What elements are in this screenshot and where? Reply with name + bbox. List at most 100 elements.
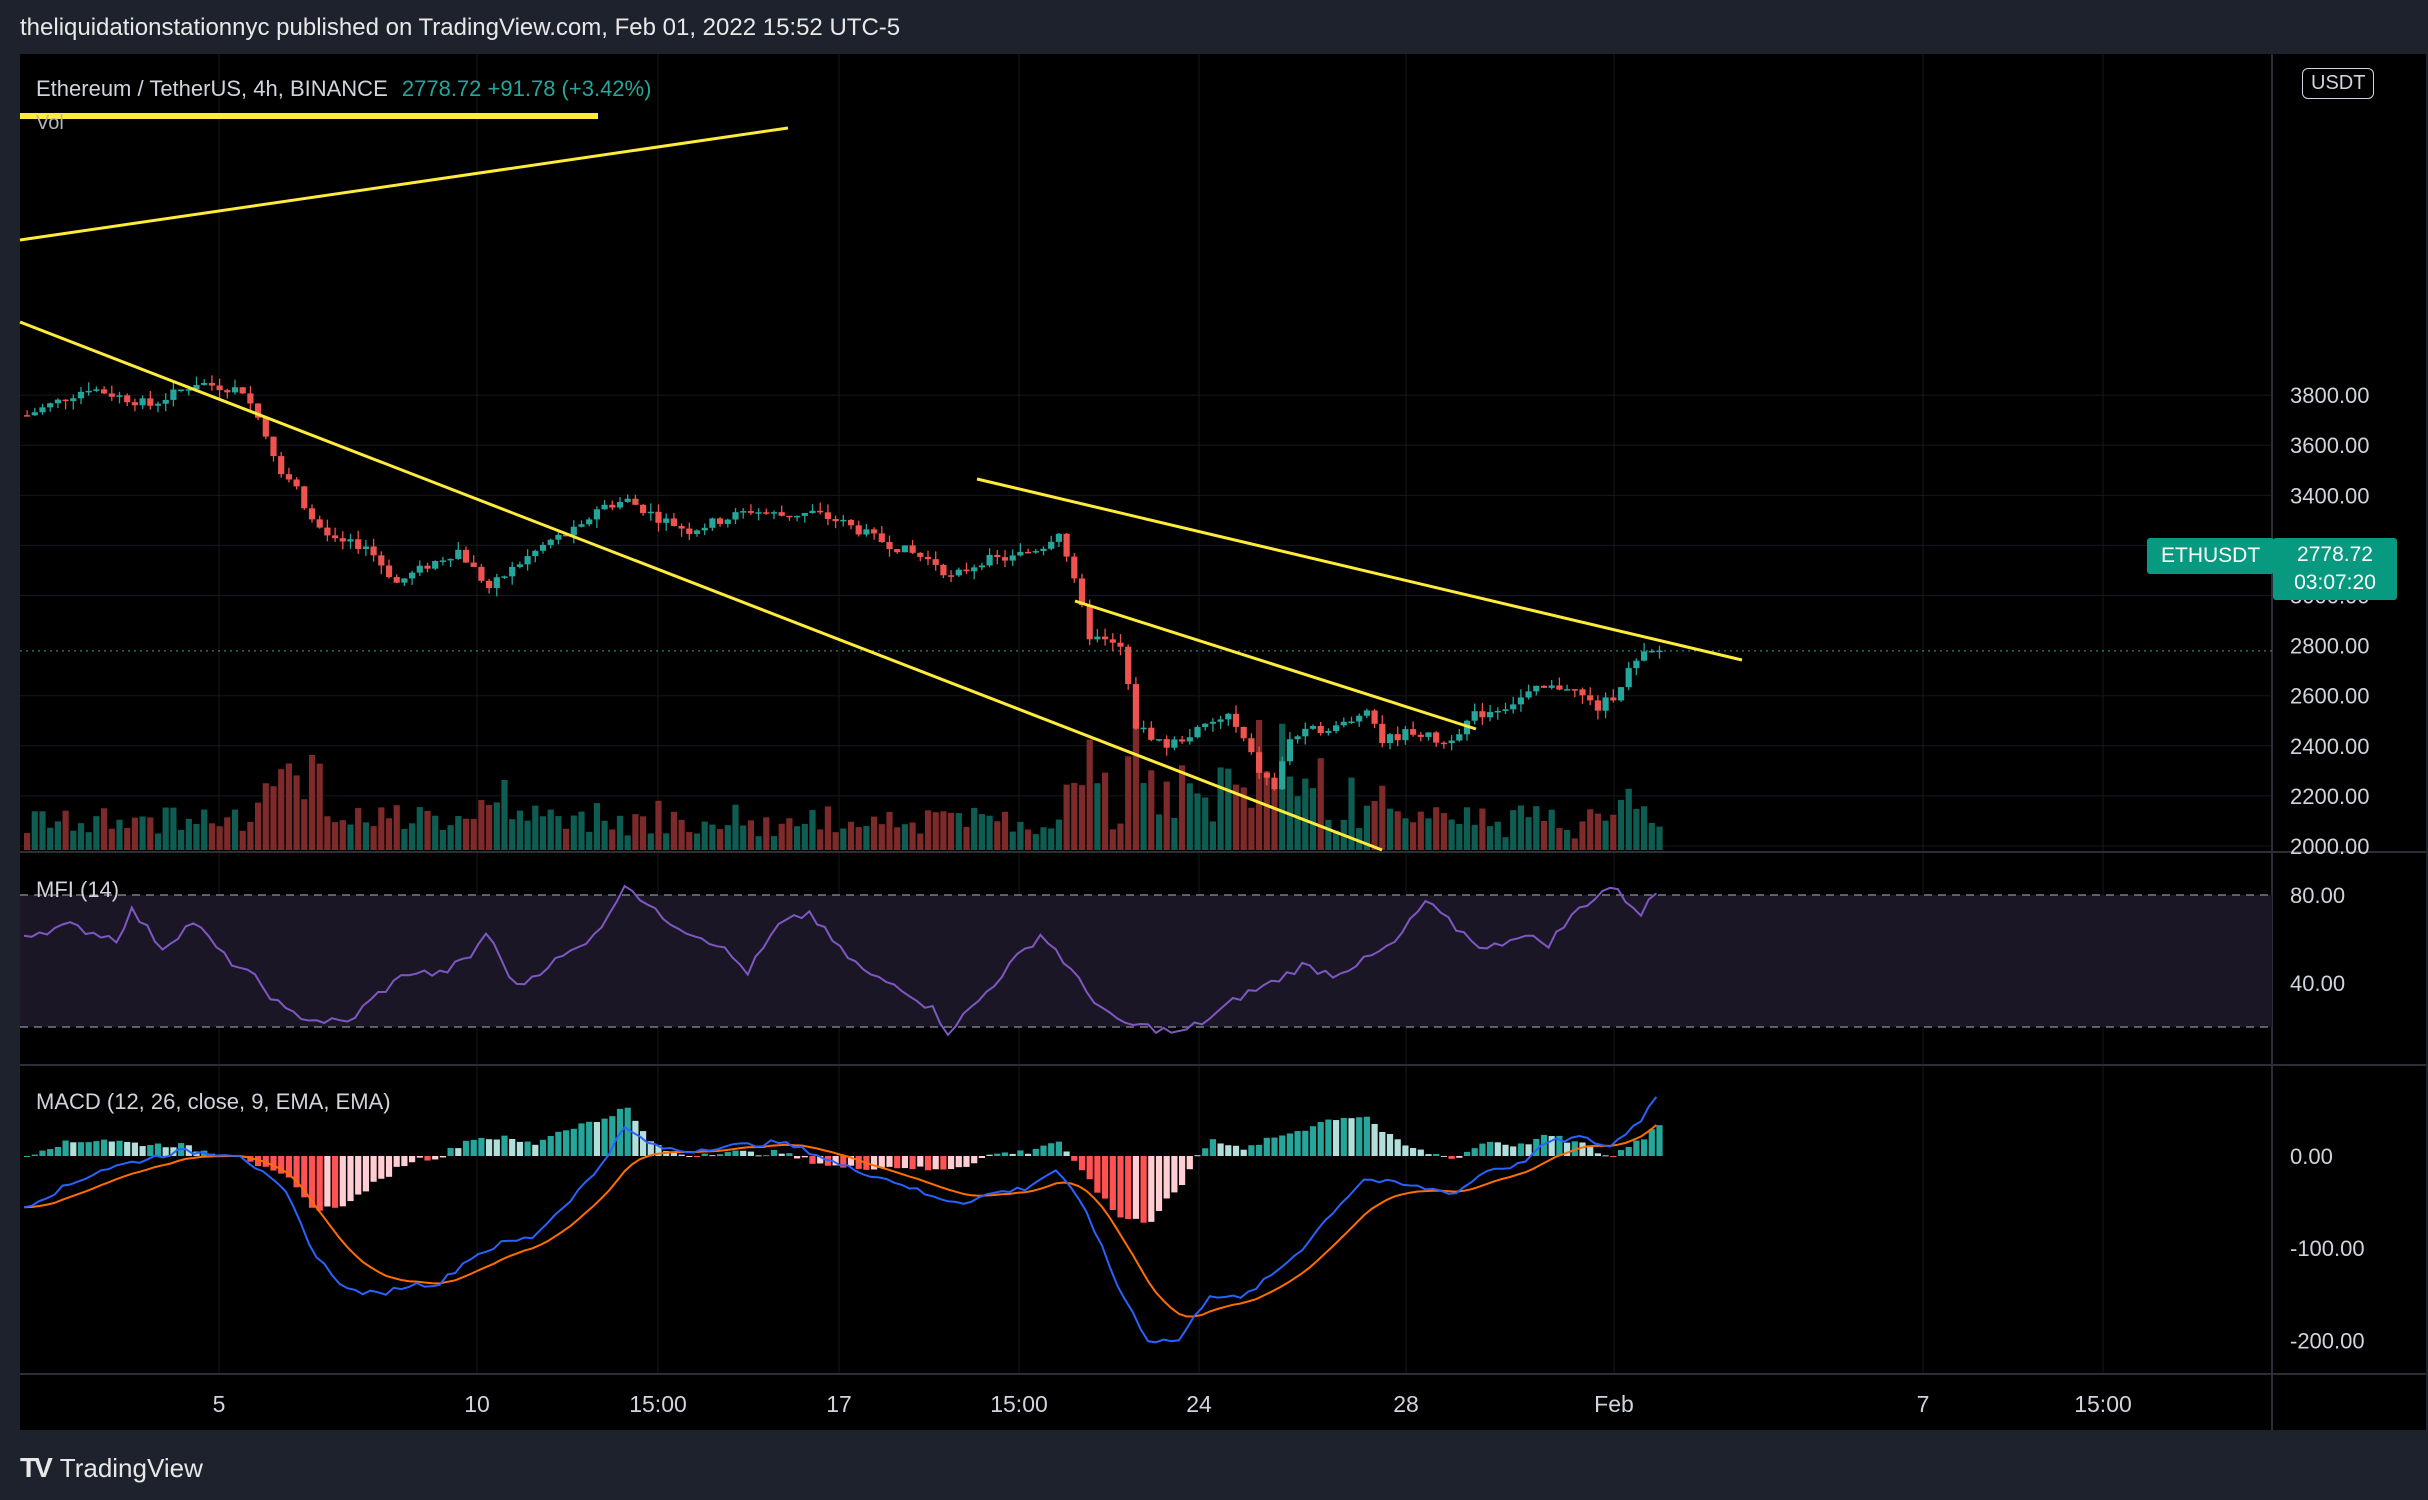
volume-bar [1163, 781, 1170, 850]
candle [339, 538, 346, 542]
candle [308, 508, 316, 520]
macd-histogram-bar [447, 1147, 454, 1156]
volume-bar [1202, 797, 1209, 850]
candle [901, 545, 908, 553]
volume-bar [740, 825, 747, 850]
macd-histogram-bar [732, 1150, 739, 1156]
macd-histogram-bar [963, 1156, 970, 1167]
candle [1340, 721, 1347, 726]
macd-histogram-bar [439, 1156, 446, 1158]
macd-histogram-bar [1610, 1156, 1617, 1157]
candle [624, 498, 631, 502]
candle [555, 534, 562, 540]
macd-histogram-bar [1263, 1137, 1270, 1156]
macd-histogram-bar [1171, 1156, 1178, 1193]
candle [871, 529, 878, 534]
macd-histogram-bar [724, 1152, 731, 1156]
macd-histogram-bar [886, 1156, 893, 1167]
candle [1001, 557, 1009, 561]
chart-area[interactable] [20, 54, 2426, 1430]
volume-bar [239, 830, 246, 850]
mfi-legend[interactable]: MFI (14) [36, 877, 120, 902]
volume-bar [393, 805, 400, 850]
trendline-wedge-resistance [976, 477, 1743, 662]
macd-histogram-bar [832, 1156, 839, 1166]
volume-bar [1540, 820, 1548, 850]
candle [1571, 689, 1578, 691]
volume-bar [1325, 819, 1332, 850]
mfi-plot [23, 884, 1658, 1037]
macd-histogram-bar [786, 1153, 793, 1156]
candle [62, 399, 69, 402]
volume-bar [1102, 772, 1109, 850]
macd-histogram-bar [763, 1155, 770, 1157]
macd-histogram-bar [1132, 1156, 1139, 1219]
macd-histogram-bar [539, 1139, 547, 1156]
candle [1155, 739, 1163, 741]
volume-bar [1294, 796, 1301, 850]
price-tick-label: 3600.00 [2290, 433, 2370, 458]
macd-histogram-bar [1456, 1156, 1463, 1158]
volume-bar [1656, 826, 1663, 850]
macd-legend[interactable]: MACD (12, 26, close, 9, EMA, EMA) [36, 1089, 391, 1114]
volume-bar [70, 830, 77, 850]
candle [824, 512, 831, 519]
volume-bar [509, 819, 516, 850]
symbol-legend[interactable]: Ethereum / TetherUS, 4h, BINANCE 2778.72… [36, 76, 651, 102]
candle [1648, 650, 1655, 653]
macd-histogram-bar [840, 1156, 847, 1168]
volume-bar [462, 818, 470, 850]
volume-bar [917, 833, 924, 850]
volume-bar [47, 827, 54, 850]
volume-bar [709, 824, 716, 850]
macd-histogram-bar [709, 1155, 716, 1157]
macd-histogram-bar [101, 1139, 108, 1156]
candle [1579, 689, 1586, 696]
currency-badge[interactable]: USDT [2302, 68, 2375, 99]
volume-legend[interactable]: Vol [36, 112, 64, 134]
time-tick-label: 7 [1917, 1391, 1930, 1417]
volume-bar [347, 824, 354, 850]
candle [640, 504, 647, 514]
volume-bar [231, 809, 239, 850]
volume-bar [616, 815, 624, 850]
candle [1140, 727, 1147, 730]
candle [1294, 736, 1301, 740]
volume-bar [886, 811, 893, 850]
volume-bar [1517, 805, 1524, 850]
volume-bar [770, 836, 778, 850]
volume-bar [85, 832, 92, 850]
candle [347, 539, 354, 542]
tradingview-logo[interactable]: TV TradingView [20, 1452, 203, 1484]
volume-bar [1094, 783, 1101, 850]
candle [1209, 721, 1216, 724]
macd-histogram-bar [578, 1123, 585, 1156]
volume-bar [1371, 801, 1378, 850]
volume-bar [108, 828, 115, 850]
candle [955, 569, 962, 576]
candle [1171, 739, 1178, 748]
candle [1494, 710, 1501, 713]
last-price-label: 2778.72 03:07:20 [2273, 538, 2397, 600]
candle [1363, 710, 1370, 716]
candle [486, 580, 493, 589]
candle [462, 549, 470, 563]
candle [1302, 728, 1309, 737]
macd-histogram-bar [1094, 1156, 1101, 1193]
price-tick-label: 3400.00 [2290, 483, 2370, 508]
volume-bar [1579, 821, 1586, 850]
candle [332, 535, 339, 539]
volume-bar [1063, 784, 1070, 850]
candle [162, 399, 169, 404]
candle [1086, 605, 1093, 640]
macd-histogram-bar [1140, 1156, 1147, 1223]
macd-histogram-bar [1294, 1131, 1301, 1156]
volume-bar [1394, 811, 1401, 850]
volume-bar [1602, 820, 1609, 850]
volume-bar [1132, 723, 1139, 850]
candle [239, 387, 246, 394]
volume-bar [832, 832, 839, 850]
macd-histogram-bar [1179, 1156, 1186, 1186]
macd-histogram-bar [1417, 1149, 1424, 1156]
